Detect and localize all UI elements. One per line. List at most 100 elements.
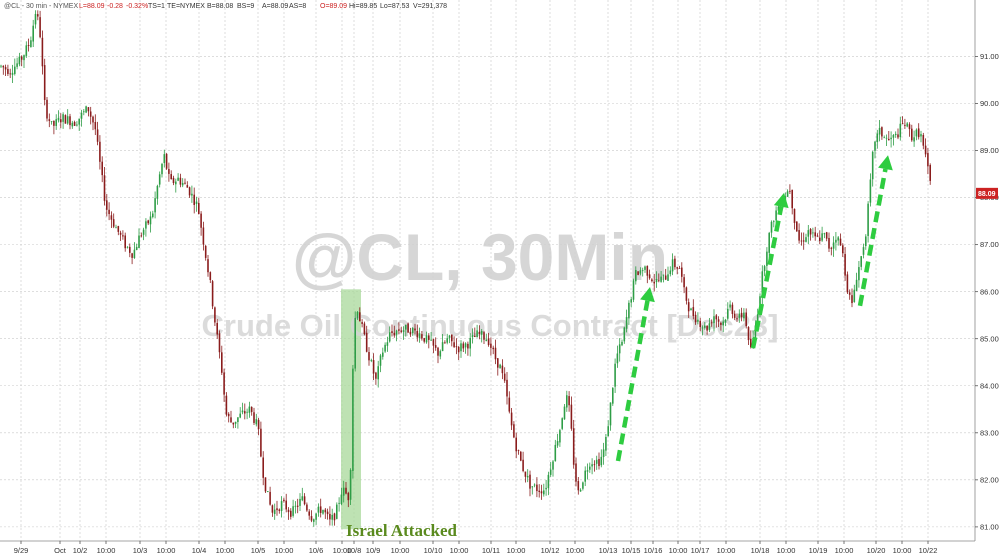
- candle-body: [457, 346, 460, 353]
- candle-body: [768, 232, 770, 253]
- candle-body: [89, 111, 92, 117]
- candle-body: [853, 289, 856, 302]
- candle-body: [147, 220, 149, 224]
- candle-body: [577, 481, 580, 491]
- trend-arrow-shaft: [615, 300, 650, 462]
- candle-body: [57, 117, 60, 121]
- candle-body: [662, 274, 665, 276]
- candle-body: [802, 240, 805, 242]
- candle-body: [453, 342, 455, 347]
- candle-body: [536, 484, 538, 492]
- candle-body: [674, 258, 676, 268]
- candle-body: [531, 486, 534, 488]
- candle-body: [349, 469, 352, 500]
- candle-body: [761, 271, 764, 298]
- candle-body: [168, 169, 170, 174]
- candle-body: [848, 292, 851, 295]
- candle-body: [322, 510, 324, 514]
- candle-body: [446, 338, 448, 343]
- candle-body: [775, 210, 777, 221]
- candle-body: [296, 505, 299, 507]
- candle-body: [823, 233, 826, 235]
- candle-body: [407, 323, 409, 333]
- candle-body: [260, 428, 262, 457]
- candle-body: [267, 491, 269, 492]
- candle-body: [506, 379, 508, 397]
- candle-body: [858, 267, 860, 281]
- candle-body: [257, 419, 260, 430]
- x-tick-label: 10:00: [391, 546, 410, 555]
- candle-body: [20, 56, 23, 60]
- candle-body: [766, 251, 768, 266]
- candle-body: [798, 230, 800, 241]
- candle-body: [255, 419, 258, 425]
- candle-body: [99, 141, 101, 162]
- candle-body: [313, 519, 315, 522]
- x-tick-label: 10:00: [893, 546, 912, 555]
- candle-body: [135, 246, 138, 250]
- candle-body: [899, 123, 902, 138]
- candle-body: [85, 106, 87, 113]
- candle-body: [869, 179, 872, 203]
- candle-body: [837, 237, 839, 241]
- candle-body: [494, 347, 497, 360]
- candle-body: [855, 279, 858, 291]
- candle-body: [796, 221, 798, 232]
- trend-arrow-head: [640, 286, 655, 303]
- x-tick-label: 10:00: [669, 546, 688, 555]
- candle-body: [230, 417, 232, 423]
- header-low: Lo=87.53: [380, 3, 409, 10]
- candle-body: [503, 373, 506, 381]
- candle-body: [69, 116, 71, 126]
- candle-body: [791, 189, 793, 209]
- x-tick-label: 10/4: [192, 546, 207, 555]
- candle-body: [920, 134, 922, 137]
- candle-body: [630, 299, 632, 303]
- candle-body: [520, 451, 522, 461]
- x-tick-label: 10/10: [424, 546, 443, 555]
- candle-body: [117, 226, 120, 232]
- candle-body: [614, 363, 616, 387]
- candle-body: [605, 437, 607, 451]
- candle-body: [722, 321, 724, 326]
- candle-body: [885, 137, 888, 139]
- candle-body: [73, 122, 76, 126]
- candle-body: [839, 238, 842, 246]
- header-last: L=88.09: [79, 3, 105, 10]
- candle-body: [720, 322, 722, 325]
- candle-body: [924, 145, 927, 155]
- candle-body: [906, 123, 908, 127]
- candle-body: [200, 213, 202, 228]
- candle-body: [204, 245, 207, 258]
- x-tick-label: 10:00: [566, 546, 585, 555]
- candle-body: [713, 316, 715, 324]
- candle-body: [667, 274, 669, 281]
- candle-body: [195, 201, 198, 205]
- candle-body: [225, 395, 228, 415]
- candle-body: [250, 407, 253, 412]
- candle-body: [621, 341, 623, 346]
- candle-body: [750, 338, 752, 348]
- candle-body: [754, 325, 757, 339]
- candle-body: [497, 358, 499, 368]
- candle-body: [423, 338, 425, 342]
- trend-arrow-head: [773, 192, 789, 209]
- candle-body: [246, 411, 248, 413]
- candle-body: [819, 237, 821, 242]
- candle-body: [175, 181, 177, 185]
- candle-body: [62, 114, 64, 122]
- candle-body: [306, 504, 308, 511]
- candle-body: [34, 13, 37, 25]
- candle-body: [756, 314, 759, 326]
- candle-body: [439, 351, 442, 357]
- x-tick-label: 10/12: [541, 546, 560, 555]
- candle-body: [287, 509, 290, 513]
- candle-body: [483, 332, 485, 340]
- candle-body: [729, 304, 731, 308]
- candle-body: [30, 40, 32, 48]
- candle-body: [177, 177, 179, 181]
- candle-body: [499, 364, 501, 369]
- y-tick-label: 81.00: [980, 522, 999, 531]
- candle-body: [487, 338, 490, 346]
- candle-body: [492, 347, 494, 350]
